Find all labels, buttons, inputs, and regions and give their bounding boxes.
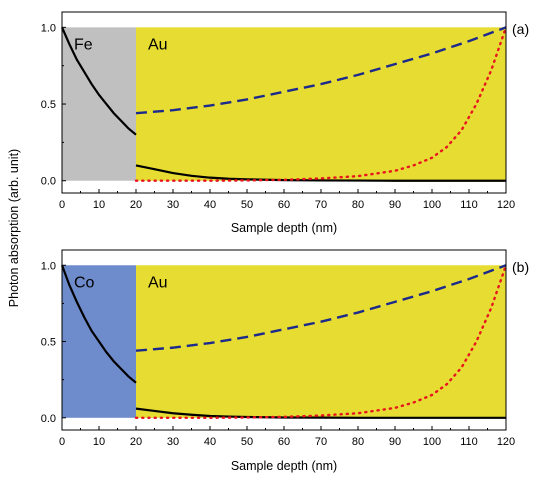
x-tick-label: 40: [204, 199, 216, 211]
x-tick-label: 70: [315, 199, 327, 211]
series-solid-0: [60, 264, 137, 384]
x-tick-label: 10: [93, 436, 105, 448]
y-tick-label: 0.0: [41, 176, 56, 188]
panel-label: (a): [512, 21, 529, 37]
series-dotted-3: [134, 26, 508, 182]
region-label-au: Au: [148, 36, 168, 53]
x-tick-label: 20: [130, 199, 142, 211]
x-tick-label: 40: [204, 436, 216, 448]
x-axis-title: Sample depth (nm): [231, 221, 337, 235]
x-tick-label: 0: [59, 199, 65, 211]
x-tick-label: 0: [59, 436, 65, 448]
shared-y-axis-title: Photon absorption (arb. unit): [7, 149, 21, 307]
region-label-au: Au: [148, 274, 168, 291]
x-tick-label: 120: [497, 199, 515, 211]
region-au: [136, 265, 506, 418]
x-tick-label: 80: [352, 199, 364, 211]
panel-b: Co Au 0 10 20 30 40 50 60 70 80 90 100 110 120 0.0 0.5 1.…: [41, 249, 529, 473]
x-tick-label: 60: [278, 199, 290, 211]
x-tick-label: 30: [167, 199, 179, 211]
x-tick-label: 90: [389, 199, 401, 211]
region-label-fe: Fe: [74, 36, 93, 53]
x-tick-label: 10: [93, 199, 105, 211]
x-tick-label: 80: [352, 436, 364, 448]
y-tick-label: 0.0: [41, 413, 56, 425]
y-tick-label: 0.5: [41, 337, 56, 349]
x-tick-label: 100: [423, 436, 441, 448]
panel-a: Fe Au 0 10 20 30 40 50 60 70 80 90 100 110 120 0.0 0.5 1.…: [41, 11, 529, 235]
series-dashed-2: [135, 26, 507, 115]
x-tick-label: 20: [130, 436, 142, 448]
x-tick-label: 100: [423, 199, 441, 211]
x-tick-label: 50: [241, 436, 253, 448]
y-tick-label: 0.5: [41, 99, 56, 111]
region-au: [136, 27, 506, 181]
panel-label: (b): [512, 259, 529, 275]
region-label-co: Co: [74, 274, 95, 291]
series-dashed-2: [135, 264, 507, 352]
y-tick-label: 1.0: [41, 260, 56, 272]
x-tick-label: 90: [389, 436, 401, 448]
x-tick-label: 60: [278, 436, 290, 448]
series-solid-0: [60, 26, 137, 136]
x-tick-label: 110: [460, 436, 478, 448]
y-tick-label: 1.0: [41, 22, 56, 34]
x-tick-label: 50: [241, 199, 253, 211]
series-dotted-3: [134, 264, 508, 419]
x-axis-title: Sample depth (nm): [231, 459, 337, 473]
x-tick-label: 110: [460, 199, 478, 211]
x-tick-label: 30: [167, 436, 179, 448]
x-tick-label: 120: [497, 436, 515, 448]
x-tick-label: 70: [315, 436, 327, 448]
